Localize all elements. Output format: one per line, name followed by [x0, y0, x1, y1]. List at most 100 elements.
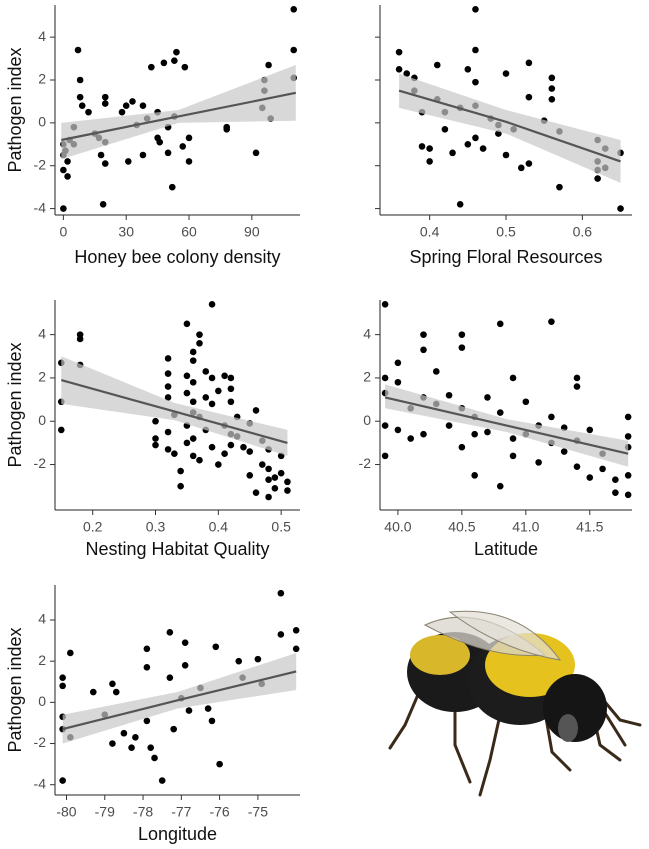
point — [120, 729, 128, 737]
y-tick-label: -4 — [34, 199, 47, 215]
point — [171, 57, 178, 65]
point — [177, 467, 184, 475]
y-axis-label: Pathogen index — [5, 342, 25, 467]
point — [139, 102, 147, 110]
y-tick-label: 4 — [38, 28, 46, 44]
point — [132, 734, 139, 741]
point — [185, 134, 193, 142]
point — [522, 398, 530, 406]
point — [420, 331, 427, 338]
point — [208, 443, 216, 451]
point — [196, 339, 203, 347]
point — [185, 158, 193, 165]
point — [624, 491, 632, 499]
x-tick-label: -80 — [56, 804, 76, 820]
point — [164, 370, 172, 377]
point — [223, 125, 231, 133]
y-tick-label: 0 — [363, 412, 371, 428]
point — [464, 65, 472, 73]
point — [189, 398, 197, 406]
point — [586, 426, 594, 434]
point — [208, 400, 216, 408]
point — [479, 145, 487, 152]
point — [403, 70, 411, 77]
point — [216, 760, 223, 768]
point — [185, 707, 193, 714]
point — [189, 435, 197, 442]
x-tick-label: -78 — [133, 804, 153, 820]
point — [496, 482, 504, 490]
point — [109, 740, 116, 747]
point — [164, 446, 172, 453]
point — [171, 450, 178, 458]
confidence-band — [399, 73, 621, 183]
point — [292, 645, 300, 653]
y-tick-label: -2 — [34, 455, 47, 471]
point — [143, 664, 151, 671]
point — [271, 485, 279, 492]
point — [525, 160, 533, 167]
point — [271, 474, 279, 481]
point — [548, 318, 555, 325]
point — [181, 639, 189, 646]
point — [472, 78, 479, 86]
point — [99, 200, 107, 208]
point — [208, 374, 216, 382]
point — [509, 374, 517, 382]
bee-wing — [448, 610, 562, 661]
point — [152, 435, 159, 442]
point — [433, 61, 441, 69]
point — [183, 320, 191, 328]
x-tick-label: -79 — [95, 804, 115, 820]
point — [118, 108, 126, 116]
point — [59, 674, 66, 681]
point — [441, 125, 449, 133]
point — [395, 48, 403, 56]
point — [502, 70, 510, 77]
point — [196, 331, 203, 338]
point — [97, 151, 105, 159]
point — [418, 143, 426, 150]
point — [535, 459, 542, 466]
point — [143, 717, 151, 725]
point — [624, 413, 632, 421]
point — [381, 374, 389, 382]
point — [290, 5, 298, 13]
point — [277, 469, 285, 477]
x-axis-label: Nesting Habitat Quality — [85, 539, 269, 559]
point — [284, 478, 291, 486]
point — [189, 452, 197, 460]
y-tick-label: -2 — [359, 455, 372, 471]
fit-line — [384, 396, 629, 455]
x-tick-label: 0.3 — [146, 519, 166, 535]
point — [204, 705, 212, 712]
point — [252, 149, 260, 157]
point — [548, 413, 555, 421]
x-tick-label: 0.6 — [573, 224, 593, 240]
point — [624, 433, 632, 440]
point — [112, 688, 120, 696]
point — [426, 158, 433, 165]
point — [109, 680, 116, 688]
point — [502, 151, 510, 159]
point — [179, 143, 187, 150]
point — [471, 472, 478, 479]
confidence-band — [61, 356, 288, 456]
x-axis-label: Latitude — [474, 539, 538, 559]
y-axis-label: Pathogen index — [5, 47, 25, 172]
point — [183, 439, 191, 447]
point — [189, 348, 197, 356]
confidence-band — [61, 65, 296, 160]
point — [227, 441, 235, 449]
point — [560, 448, 568, 455]
point — [101, 100, 109, 107]
point — [74, 46, 82, 54]
point — [246, 472, 254, 479]
point — [212, 643, 220, 651]
point — [143, 645, 151, 653]
point — [573, 463, 581, 471]
point — [60, 166, 67, 174]
point — [292, 626, 300, 634]
point — [166, 629, 174, 636]
point — [265, 61, 272, 69]
